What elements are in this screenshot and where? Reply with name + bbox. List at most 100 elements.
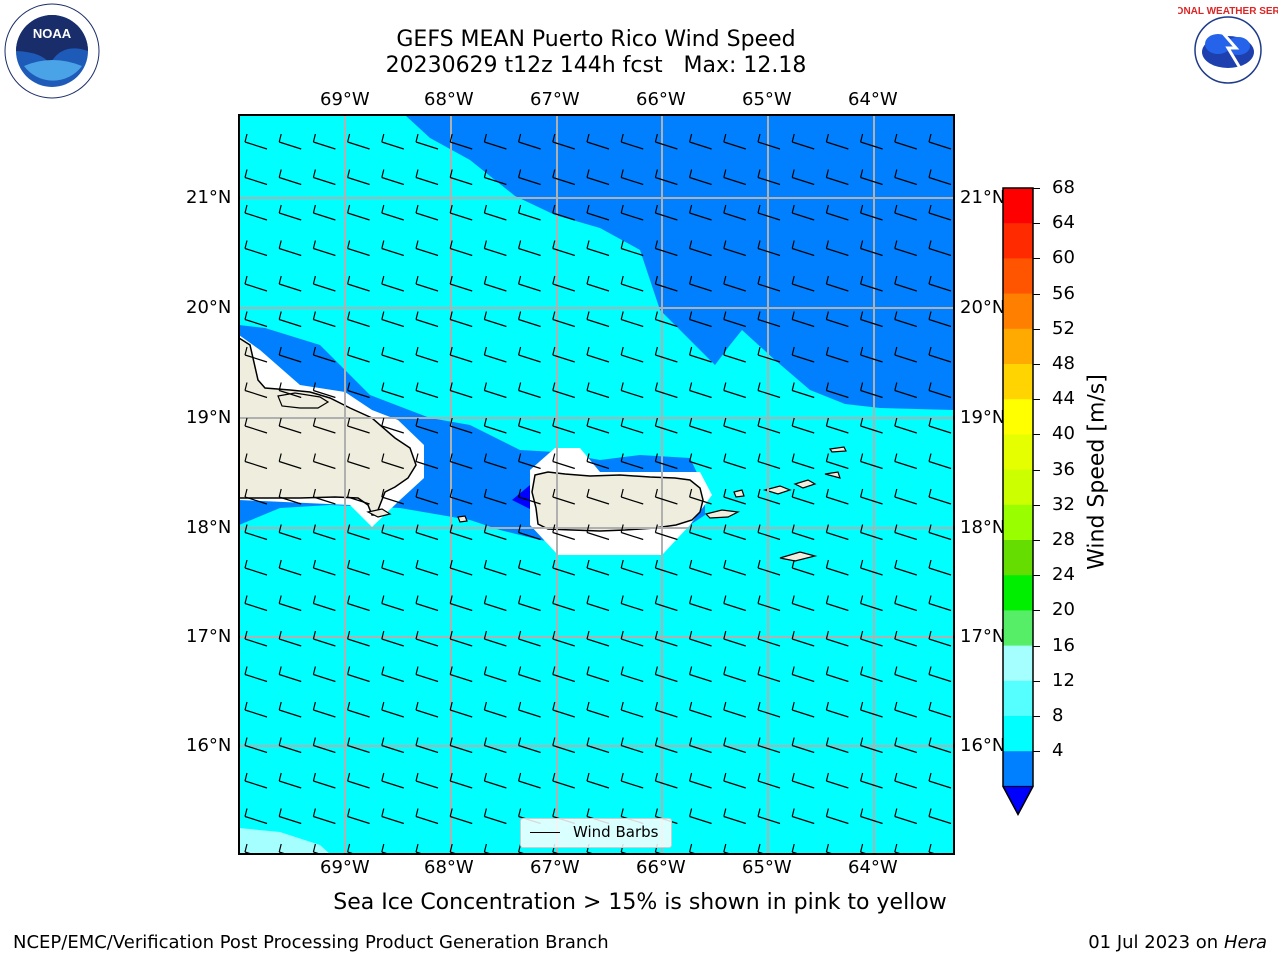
wind-barb — [689, 488, 712, 505]
land-hispaniola — [239, 337, 417, 516]
wind-barb — [381, 240, 404, 257]
wind-barb — [928, 666, 952, 683]
wind-barb — [860, 630, 883, 647]
wind-barb — [894, 701, 917, 718]
wind-barb — [244, 701, 268, 718]
wind-barb — [415, 133, 439, 150]
wind-barb — [381, 701, 404, 718]
wind-barb — [278, 524, 302, 541]
wind-barb — [244, 346, 268, 363]
wind-barb — [791, 382, 815, 399]
wind-barb — [312, 559, 336, 576]
colorbar-tick-mark — [1033, 504, 1040, 506]
wind-barb — [928, 488, 952, 505]
wind-barb — [620, 630, 644, 647]
lon-label-bottom: 64°W — [848, 857, 898, 878]
lat-label-left: 21°N — [186, 187, 232, 208]
wind-barb — [278, 275, 302, 292]
lon-label-top: 68°W — [424, 89, 474, 110]
wind-barb — [449, 772, 473, 789]
wind-barb — [894, 311, 917, 328]
wind-barb — [552, 169, 575, 186]
wind-barb — [654, 630, 678, 647]
wind-barb — [860, 382, 883, 399]
wind-barb — [483, 772, 507, 789]
wind-barb — [449, 133, 473, 150]
wind-barb — [654, 240, 678, 257]
wind-barb — [278, 204, 302, 221]
wind-barb — [654, 559, 678, 576]
colorbar-tick-mark — [1033, 540, 1040, 541]
colorbar-segment — [1003, 223, 1033, 259]
wind-barb — [449, 311, 473, 328]
wind-barb — [723, 382, 746, 399]
wind-barb — [757, 808, 781, 825]
wind-barb — [518, 311, 541, 328]
wind-barb — [825, 772, 849, 789]
wind-barb — [791, 133, 815, 150]
wind-barb — [347, 204, 370, 221]
wind-barb — [928, 382, 952, 399]
wind-barb — [860, 204, 883, 221]
wind-barb — [483, 275, 507, 292]
wind-barb — [449, 204, 473, 221]
colorbar-tick-label: 48 — [1052, 353, 1075, 374]
wind-barb — [278, 808, 302, 825]
wind-barb — [415, 488, 439, 505]
wind-barb — [586, 133, 610, 150]
wind-barb — [860, 559, 883, 576]
wind-barb — [586, 453, 610, 470]
wind-barb — [415, 630, 439, 647]
map-fields — [239, 115, 954, 854]
wind-barb — [244, 311, 268, 328]
wind-barb — [860, 488, 883, 505]
wind-barb — [278, 630, 302, 647]
wind-barb — [483, 595, 507, 612]
wind-barb — [518, 453, 541, 470]
wind-barb — [791, 595, 815, 612]
wind-barb — [723, 524, 746, 541]
wind-barb — [689, 630, 712, 647]
wind-barb — [552, 737, 575, 754]
wind-barb — [381, 772, 404, 789]
wind-barb — [654, 772, 678, 789]
wind-barb — [278, 737, 302, 754]
wind-barb — [620, 701, 644, 718]
wind-barb — [312, 453, 336, 470]
wind-barb — [449, 169, 473, 186]
wind-barb — [449, 595, 473, 612]
colorbar-tick-label: 56 — [1052, 282, 1075, 304]
wind-barb — [791, 275, 815, 292]
wind-barb — [552, 133, 575, 150]
wind-barb — [415, 595, 439, 612]
wind-barb — [757, 169, 781, 186]
colorbar-segment — [1003, 434, 1033, 471]
wind-barb — [244, 275, 268, 292]
wind-barb — [894, 808, 917, 825]
wind-barb — [312, 311, 336, 328]
wind-barb — [723, 701, 746, 718]
colorbar-tick-mark — [1033, 364, 1040, 365]
wind-barb — [757, 559, 781, 576]
colorbar-tick-mark — [1033, 293, 1040, 295]
lat-label-right: 17°N — [960, 626, 1006, 647]
wind-barb — [689, 559, 712, 576]
wind-barb — [415, 772, 439, 789]
wind-barb — [278, 240, 302, 257]
wind-barb — [483, 630, 507, 647]
wind-barb — [552, 559, 575, 576]
wind-barb — [620, 488, 644, 505]
wind-barb — [347, 559, 370, 576]
wind-barb — [689, 417, 712, 434]
wind-barb — [552, 311, 575, 328]
wind-barb — [825, 666, 849, 683]
wind-barb — [586, 417, 610, 434]
lat-label-left: 20°N — [186, 297, 232, 318]
wind-barb — [825, 275, 849, 292]
wind-barb — [347, 772, 370, 789]
wind-barb — [415, 346, 439, 363]
wind-barb — [620, 417, 644, 434]
wind-barb — [860, 169, 883, 186]
wind-barb — [586, 666, 610, 683]
colorbar-tick-label: 36 — [1052, 458, 1075, 480]
